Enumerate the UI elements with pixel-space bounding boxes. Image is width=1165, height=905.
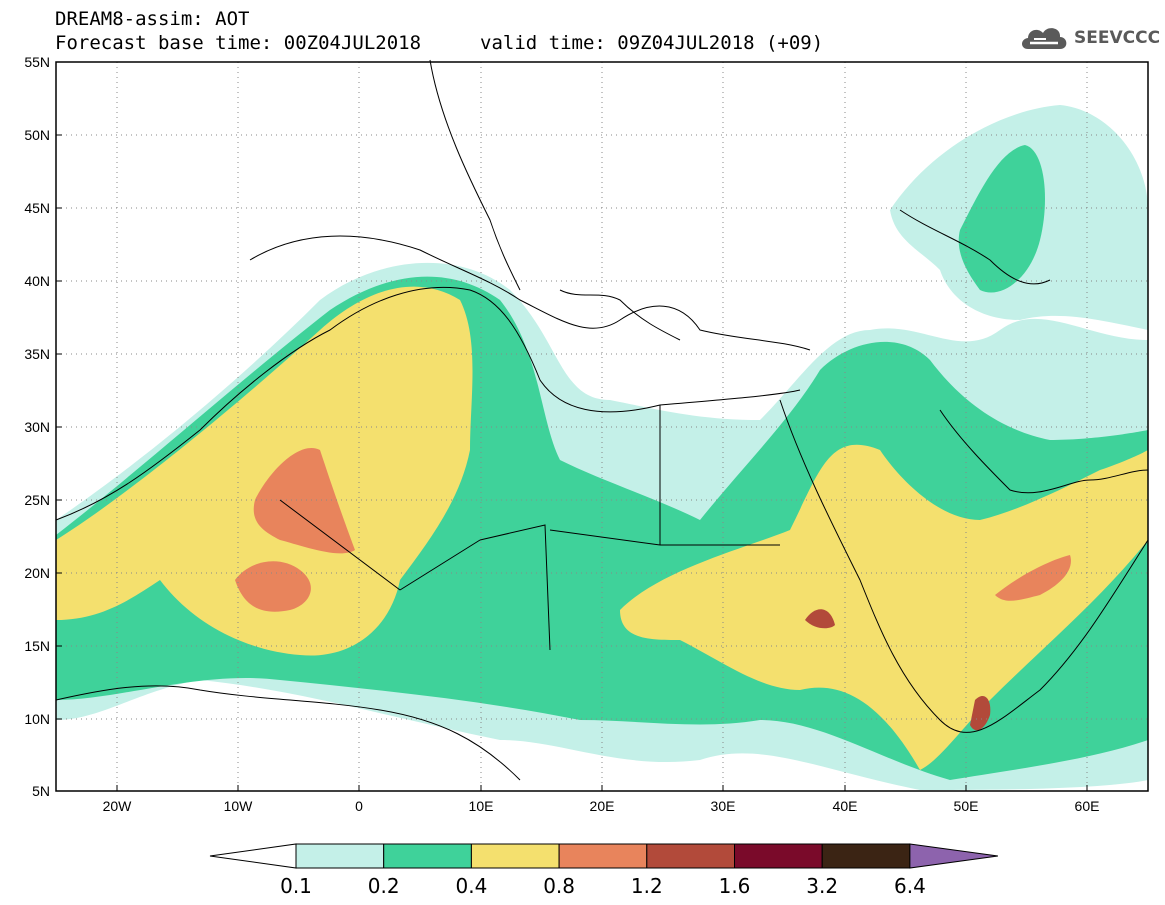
lat-label: 50N [24, 127, 50, 143]
aot-band-0.4-sahara [56, 286, 473, 656]
colorbar-level-label: 1.6 [719, 874, 751, 898]
lon-label: 10W [224, 798, 254, 814]
lon-label: 30E [711, 798, 736, 814]
latitude-labels: 55N 50N 45N 40N 35N 30N 25N 20N 15N 10N … [24, 54, 50, 799]
lon-label: 20E [590, 798, 615, 814]
colorbar-level-label: 0.8 [543, 874, 575, 898]
aot-band-0.8-c [995, 555, 1071, 601]
lon-label: 0 [355, 798, 363, 814]
lat-label: 5N [32, 783, 50, 799]
lon-label: 10E [469, 798, 494, 814]
valid-time: valid time: 09Z04JUL2018 (+09) [480, 32, 824, 54]
colorbar-level-label: 1.2 [631, 874, 663, 898]
lon-label: 60E [1075, 798, 1100, 814]
lon-label: 50E [954, 798, 979, 814]
lat-label: 55N [24, 54, 50, 70]
lat-label: 30N [24, 419, 50, 435]
forecast-base-time: Forecast base time: 00Z04JUL2018 [55, 32, 422, 54]
colorbar-cell [295, 843, 385, 869]
lat-label: 45N [24, 200, 50, 216]
colorbar-over-triangle [909, 843, 998, 869]
lon-label: 20W [103, 798, 133, 814]
colorbar-cell [646, 843, 735, 869]
colorbar-level-label: 3.2 [806, 874, 838, 898]
logo-text: SEEVCCC [1074, 28, 1161, 48]
lat-label: 20N [24, 565, 50, 581]
lat-label: 25N [24, 492, 50, 508]
colorbar-level-label: 6.4 [894, 874, 926, 898]
lat-label: 35N [24, 346, 50, 362]
aot-field [56, 105, 1148, 790]
aot-band-0.4-east [620, 444, 1148, 770]
colorbar-cells [209, 843, 998, 869]
colorbar-under-triangle [209, 843, 297, 869]
aot-band-0.8-e [970, 695, 991, 731]
colorbar-cell [470, 843, 560, 869]
aot-band-0.2-caspian [958, 145, 1045, 293]
axis-ticks [56, 134, 1088, 791]
lat-label: 15N [24, 638, 50, 654]
lat-label: 40N [24, 273, 50, 289]
aot-band-0.8-d [805, 609, 835, 629]
colorbar-cell [383, 843, 472, 869]
colorbar-cell [558, 843, 648, 869]
aot-band-0.8-a [253, 448, 355, 554]
lat-label: 10N [24, 711, 50, 727]
colorbar-level-label: 0.2 [368, 874, 400, 898]
gridlines [56, 62, 1148, 791]
lon-label: 40E [833, 798, 858, 814]
coastlines [55, 59, 1149, 781]
colorbar-level-label: 0.1 [280, 874, 312, 898]
longitude-labels: 20W 10W 0 10E 20E 30E 40E 50E 60E [103, 798, 1100, 814]
colorbar-labels: 0.1 0.2 0.4 0.8 1.2 1.6 3.2 6.4 [280, 874, 926, 898]
cloud-icon [1022, 28, 1067, 49]
map-title: DREAM8-assim: AOT [55, 8, 250, 30]
seevccc-logo: SEEVCCC [1018, 22, 1160, 54]
colorbar-cell [734, 843, 823, 869]
colorbar-cell [821, 843, 911, 869]
aot-band-0.8-b [235, 561, 311, 612]
colorbar-level-label: 0.4 [455, 874, 487, 898]
